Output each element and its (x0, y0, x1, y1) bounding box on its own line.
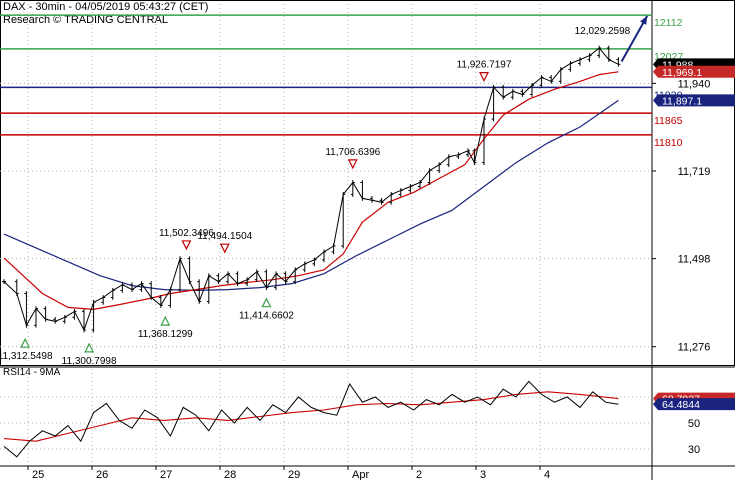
time-tick-label: 2 (416, 469, 422, 480)
swing-high-label: 11,494.1504 (197, 231, 252, 242)
time-tick-label: 28 (224, 469, 236, 480)
swing-low-marker (261, 297, 272, 308)
swing-low-marker (20, 337, 31, 348)
price-tag-label: 11,969.1 (662, 67, 702, 79)
swing-high-marker (347, 159, 358, 170)
swing-low-label: 11,414.6602 (239, 311, 294, 322)
swing-low-marker (84, 342, 95, 353)
rsi-tag-label: 64.4844 (662, 399, 700, 411)
price-line (3, 47, 619, 332)
price-tick-label: 11,719 (678, 166, 711, 178)
ma-fast-line (3, 71, 619, 311)
rsi-tick-label: 30 (688, 444, 700, 456)
time-tick-label: 25 (32, 469, 44, 480)
ma-slow-line (3, 99, 619, 292)
price-tag-ma_slow (653, 94, 735, 107)
swing-low-marker (160, 315, 171, 326)
swing-high-label: 11,706.6396 (325, 147, 380, 158)
time-tick-label: Apr (352, 469, 369, 480)
swing-high-label: 11,926.7197 (457, 60, 512, 71)
swing-high-marker (219, 243, 230, 254)
swing-low-label: 11,312.5498 (0, 351, 53, 362)
price-tag-ma_fast (653, 65, 735, 78)
swing-high-marker (479, 72, 489, 82)
time-tick-label: 29 (288, 469, 300, 480)
time-tick-label: 26 (96, 469, 108, 480)
swing-low-label: 11,300.7998 (62, 356, 117, 367)
chart-source: Research © TRADING CENTRAL (3, 14, 168, 26)
time-tick-label: 3 (480, 469, 486, 480)
rsi-ma-line (3, 391, 619, 442)
level-label: 11810 (654, 137, 683, 149)
rsi-panel-label: RSI14 - 9MA (3, 367, 61, 378)
rsi-tick-label: 50 (688, 418, 700, 430)
time-tick-label: 27 (160, 469, 172, 480)
time-tick-label: 4 (544, 469, 550, 480)
projection-arrow-head (640, 15, 648, 25)
chart-title: DAX - 30min - 04/05/2019 05:43:27 (CET) (3, 1, 209, 13)
price-tick-label: 11,276 (678, 342, 711, 354)
price-tag-label: 11,897.1 (662, 95, 702, 107)
swing-high-marker (181, 240, 192, 251)
rsi-line (3, 380, 619, 458)
projection-arrow-shaft (620, 15, 649, 63)
swing-high-label: 11,502.3496 (159, 228, 214, 239)
price-tick-label: 11,498 (678, 254, 711, 266)
rsi-tag-rsi (653, 398, 735, 411)
price-tick-label: 11,940 (678, 78, 711, 90)
level-label: 12112 (654, 17, 683, 29)
swing-low-label: 11,368.1299 (138, 329, 193, 340)
high-label: 12,029.2598 (575, 26, 631, 37)
level-label: 11865 (654, 115, 683, 127)
